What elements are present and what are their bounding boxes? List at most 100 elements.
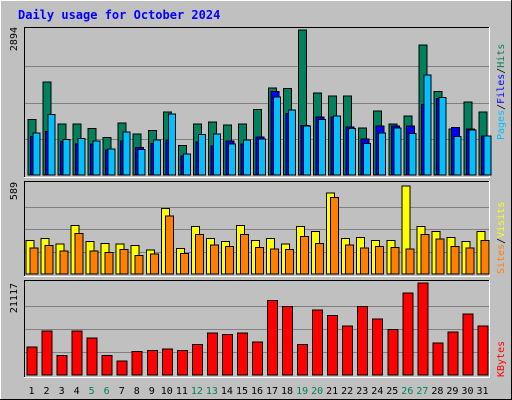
legend-files: Files <box>496 74 507 104</box>
chart-title: Daily usage for October 2024 <box>18 8 220 22</box>
pages-bar-24 <box>378 132 387 176</box>
sites-bar-31 <box>480 239 490 275</box>
kbytes-bar-24 <box>372 318 384 376</box>
sites-bar-16 <box>254 246 264 275</box>
sites-bar-6 <box>104 252 114 275</box>
kbytes-bar-22 <box>342 325 354 376</box>
legend-sep-2: / <box>496 68 507 74</box>
x-tick-label-10: 10 <box>161 386 173 397</box>
pages-bar-9 <box>152 139 161 176</box>
sites-bar-9 <box>149 253 159 275</box>
pages-bar-8 <box>137 148 146 176</box>
x-tick-label-4: 4 <box>74 386 80 397</box>
pages-bar-21 <box>333 115 342 176</box>
legend-visits: Visits <box>496 202 507 238</box>
x-tick-label-8: 8 <box>134 386 140 397</box>
x-axis-labels: 1 2 3 4 5 6 7 8 9 10 11 12 13 14 15 16 17 18 19 20 21 22 23 24 2… <box>29 386 489 397</box>
x-tick-label-16: 16 <box>251 386 263 397</box>
sites-bar-30 <box>465 247 475 275</box>
legend-sep-1: / <box>496 104 507 110</box>
sites-bar-25 <box>390 246 400 275</box>
pages-bar-14 <box>227 143 236 176</box>
sites-bar-4 <box>74 233 84 275</box>
kbytes-bar-12 <box>191 344 203 376</box>
pages-bar-31 <box>483 135 492 176</box>
x-tick-label-23: 23 <box>356 386 368 397</box>
sites-bar-3 <box>59 250 69 275</box>
x-tick-label-3: 3 <box>59 386 65 397</box>
x-tick-label-11: 11 <box>176 386 188 397</box>
kbytes-bar-13 <box>206 332 218 376</box>
sites-bar-24 <box>375 245 385 275</box>
pages-bar-7 <box>122 131 131 176</box>
kbytes-bar-1 <box>26 346 38 376</box>
legend-hits: Hits <box>496 44 507 68</box>
kbytes-bar-14 <box>221 334 233 376</box>
kbytes-bar-8 <box>131 351 143 376</box>
sites-bar-8 <box>134 255 144 275</box>
pages-bar-13 <box>212 133 221 176</box>
x-tick-label-24: 24 <box>371 386 383 397</box>
x-tick-label-1: 1 <box>29 386 35 397</box>
x-tick-label-9: 9 <box>149 386 155 397</box>
chart-panels <box>24 27 492 378</box>
x-tick-label-7: 7 <box>119 386 125 397</box>
kbytes-bar-28 <box>432 342 444 376</box>
kbytes-bar-21 <box>327 315 339 376</box>
kbytes-bar-6 <box>101 355 113 376</box>
kbytes-ymax-label: 21117 <box>9 283 20 313</box>
kbytes-bar-18 <box>282 306 294 376</box>
pages-bar-1 <box>32 132 41 176</box>
hits-ymax-label: 2894 <box>9 27 20 51</box>
x-tick-label-5: 5 <box>89 386 95 397</box>
pages-bar-30 <box>468 129 477 176</box>
visits-legend: Sites/Visits <box>496 202 507 274</box>
x-tick-label-18: 18 <box>281 386 293 397</box>
sites-bar-14 <box>224 245 234 275</box>
x-tick-label-25: 25 <box>386 386 398 397</box>
kbytes-bar-17 <box>267 300 279 376</box>
kbytes-bar-27 <box>417 282 429 376</box>
pages-bar-2 <box>47 113 56 176</box>
pages-bar-12 <box>197 134 206 176</box>
kbytes-bar-23 <box>357 306 369 376</box>
kbytes-bar-26 <box>402 292 414 376</box>
x-tick-label-12: 12 <box>191 386 203 397</box>
sites-bar-20 <box>315 242 325 275</box>
x-tick-label-13: 13 <box>206 386 218 397</box>
sites-bar-27 <box>420 233 430 275</box>
pages-bar-16 <box>257 138 266 176</box>
kbytes-bar-30 <box>462 313 474 376</box>
kbytes-bar-2 <box>41 330 53 376</box>
pages-bar-27 <box>423 74 432 176</box>
kbytes-bar-5 <box>86 337 98 376</box>
x-tick-label-28: 28 <box>431 386 443 397</box>
x-tick-label-29: 29 <box>446 386 458 397</box>
pages-bar-17 <box>273 96 282 176</box>
x-tick-label-21: 21 <box>326 386 338 397</box>
kbytes-bar-29 <box>447 331 459 376</box>
pages-bar-4 <box>77 138 86 176</box>
sites-bar-22 <box>345 244 355 275</box>
pages-bar-19 <box>303 125 312 176</box>
x-tick-label-22: 22 <box>341 386 353 397</box>
pages-bar-25 <box>393 127 402 176</box>
x-tick-label-14: 14 <box>221 386 233 397</box>
kbytes-bar-19 <box>297 344 309 376</box>
pages-bar-6 <box>107 148 116 176</box>
pages-bar-10 <box>167 113 176 176</box>
x-tick-label-27: 27 <box>416 386 428 397</box>
kbytes-bar-3 <box>56 355 68 376</box>
sites-bar-10 <box>164 215 174 275</box>
pages-bar-26 <box>408 132 417 176</box>
legend-pages: Pages <box>496 110 507 140</box>
pages-bar-28 <box>438 96 447 176</box>
x-tick-label-6: 6 <box>104 386 110 397</box>
kbytes-bar-9 <box>146 350 158 376</box>
kbytes-bar-31 <box>477 325 489 376</box>
sites-bar-2 <box>44 245 54 275</box>
pages-bar-22 <box>348 127 357 176</box>
kbytes-bar-11 <box>176 350 188 376</box>
